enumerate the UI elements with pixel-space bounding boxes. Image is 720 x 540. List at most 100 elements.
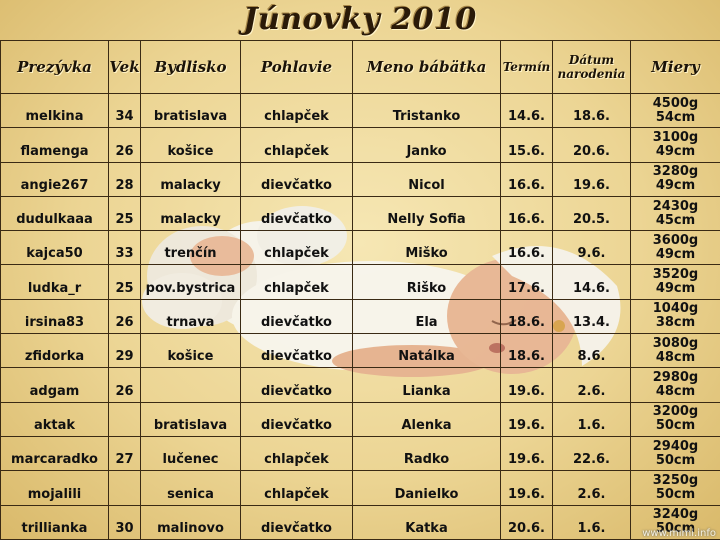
cell-age: 25 <box>108 195 141 232</box>
cell-sex: dievčatko <box>240 504 353 540</box>
cell-sex: dievčatko <box>240 298 353 335</box>
header-datum: Dátum narodenia <box>552 40 631 94</box>
cell-city: lučenec <box>140 435 241 472</box>
cell-nick: ludka_r <box>0 264 109 300</box>
cell-age: 33 <box>108 230 141 266</box>
length-value: 54cm <box>655 109 696 125</box>
table-row: adgam 26 dievčatko Lianka 19.6. 2.6. 2980g 48cm <box>0 367 720 403</box>
cell-age: 29 <box>108 333 141 369</box>
table-row: angie267 28 malacky dievčatko Nicol 16.6. 19.6… <box>0 161 720 197</box>
cell-city: senica <box>140 470 241 506</box>
cell-age: 28 <box>108 161 141 197</box>
cell-birth-date: 18.6. <box>552 92 631 129</box>
cell-birth-date: 14.6. <box>552 264 631 300</box>
weight-value: 3520g <box>652 267 699 283</box>
cell-measurements: 3200g 50cm <box>630 401 720 437</box>
table-row: mojalili senica chlapček Danielko 19.6. 2.6. 3… <box>0 470 720 506</box>
cell-age: 34 <box>108 92 141 129</box>
length-value: 45cm <box>655 212 696 228</box>
cell-due-date: 19.6. <box>500 435 553 472</box>
cell-city: košice <box>140 333 241 369</box>
cell-age <box>108 401 141 437</box>
cell-nick: adgam <box>0 367 109 403</box>
table-row: aktak bratislava dievčatko Alenka 19.6. 1.6. 3… <box>0 401 720 437</box>
header-prezyvka: Prezývka <box>0 40 109 94</box>
cell-birth-date: 2.6. <box>552 367 631 403</box>
cell-age: 25 <box>108 264 141 300</box>
weight-value: 3100g <box>652 129 699 145</box>
weight-value: 3240g <box>652 507 699 523</box>
cell-sex: chlapček <box>240 92 353 129</box>
header-bydlisko: Bydlisko <box>140 40 241 94</box>
cell-due-date: 16.6. <box>500 161 553 197</box>
cell-measurements: 2980g 48cm <box>630 367 720 403</box>
weight-value: 3250g <box>652 472 699 488</box>
cell-city: trnava <box>140 298 241 335</box>
cell-baby-name: Lianka <box>352 367 501 403</box>
page-title: Júnovky 2010 <box>243 2 477 37</box>
cell-measurements: 3250g 50cm <box>630 470 720 506</box>
cell-sex: dievčatko <box>240 367 353 403</box>
cell-due-date: 19.6. <box>500 367 553 403</box>
cell-baby-name: Nicol <box>352 161 501 197</box>
cell-city: košice <box>140 127 241 163</box>
header-termin: Termín <box>500 40 553 94</box>
cell-baby-name: Alenka <box>352 401 501 437</box>
watermark: www.mimi.info <box>642 528 716 539</box>
cell-measurements: 4500g 54cm <box>630 92 720 129</box>
cell-measurements: 3280g 49cm <box>630 161 720 197</box>
cell-baby-name: Radko <box>352 435 501 472</box>
length-value: 50cm <box>655 452 696 468</box>
cell-due-date: 17.6. <box>500 264 553 300</box>
weight-value: 3280g <box>652 164 699 180</box>
cell-birth-date: 20.6. <box>552 127 631 163</box>
table-row: ludka_r 25 pov.bystrica chlapček Riško 17.6. 1… <box>0 264 720 300</box>
length-value: 50cm <box>655 418 696 434</box>
length-value: 49cm <box>655 143 696 159</box>
cell-measurements: 3100g 49cm <box>630 127 720 163</box>
cell-due-date: 20.6. <box>500 504 553 540</box>
length-value: 50cm <box>655 521 696 537</box>
cell-sex: chlapček <box>240 230 353 266</box>
cell-birth-date: 20.5. <box>552 195 631 232</box>
cell-baby-name: Katka <box>352 504 501 540</box>
length-value: 48cm <box>655 349 696 365</box>
header-meno: Meno bábätka <box>352 40 501 94</box>
cell-sex: chlapček <box>240 127 353 163</box>
cell-sex: dievčatko <box>240 333 353 369</box>
cell-measurements: 3240g 50cm <box>630 504 720 540</box>
table-row: kajca50 33 trenčín chlapček Miško 16.6. 9.6. 36… <box>0 230 720 266</box>
weight-value: 4500g <box>652 95 699 111</box>
cell-measurements: 3520g 49cm <box>630 264 720 300</box>
cell-nick: zfidorka <box>0 333 109 369</box>
cell-nick: aktak <box>0 401 109 437</box>
table-row: irsina83 26 trnava dievčatko Ela 18.6. 13.4. 10… <box>0 298 720 335</box>
length-value: 49cm <box>655 246 696 262</box>
cell-baby-name: Nelly Sofia <box>352 195 501 232</box>
cell-birth-date: 9.6. <box>552 230 631 266</box>
cell-measurements: 3600g 49cm <box>630 230 720 266</box>
cell-age: 26 <box>108 127 141 163</box>
table-row: zfidorka 29 košice dievčatko Natálka 18.6. 8.6… <box>0 333 720 369</box>
header-miery: Miery <box>630 40 720 94</box>
length-value: 50cm <box>655 486 696 502</box>
cell-due-date: 15.6. <box>500 127 553 163</box>
table-row: melkina 34 bratislava chlapček Tristanko 14.6… <box>0 92 720 129</box>
cell-baby-name: Natálka <box>352 333 501 369</box>
cell-city: trenčín <box>140 230 241 266</box>
cell-nick: flamenga <box>0 127 109 163</box>
cell-baby-name: Miško <box>352 230 501 266</box>
cell-sex: dievčatko <box>240 401 353 437</box>
header-row: Prezývka Vek Bydlisko Pohlavie Meno bábä… <box>0 40 720 94</box>
cell-measurements: 1040g 38cm <box>630 298 720 335</box>
weight-value: 2940g <box>652 438 699 454</box>
weight-value: 3200g <box>652 404 699 420</box>
cell-birth-date: 8.6. <box>552 333 631 369</box>
cell-sex: dievčatko <box>240 195 353 232</box>
cell-city <box>140 367 241 403</box>
cell-baby-name: Tristanko <box>352 92 501 129</box>
table-row: trillianka 30 malinovo dievčatko Katka 20.6. 1… <box>0 504 720 540</box>
header-vek: Vek <box>108 40 141 94</box>
cell-due-date: 18.6. <box>500 333 553 369</box>
cell-baby-name: Ela <box>352 298 501 335</box>
